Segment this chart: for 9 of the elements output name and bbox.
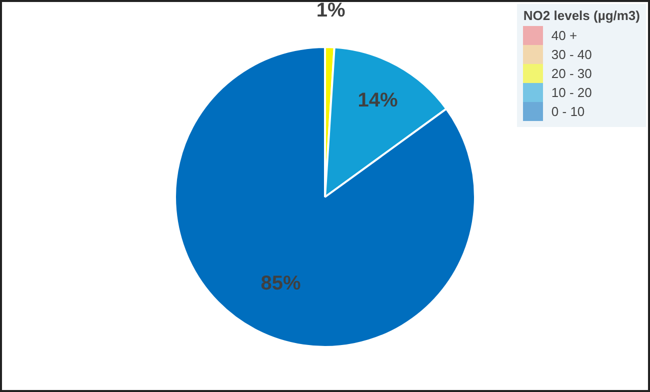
legend-title: NO2 levels (µg/m3) [523, 8, 640, 23]
data-label: 14% [358, 90, 398, 112]
legend-label: 0 - 10 [551, 104, 585, 119]
data-label: 1% [316, 0, 346, 22]
legend-label: 20 - 30 [551, 66, 592, 81]
legend-label: 40 + [551, 28, 578, 43]
data-label: 85% [260, 272, 301, 294]
legend-label: 30 - 40 [551, 47, 592, 62]
legend-label: 10 - 20 [551, 85, 592, 100]
